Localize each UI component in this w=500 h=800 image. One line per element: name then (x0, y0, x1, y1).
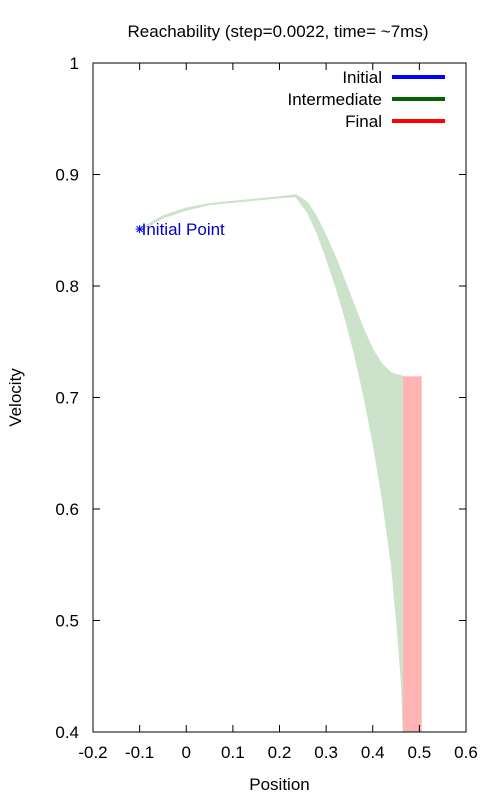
x-tick-label: 0.4 (361, 743, 385, 762)
initial-point-annotation: Initial Point (142, 220, 225, 239)
final-reach-region (403, 376, 422, 732)
x-tick-label: 0.2 (268, 743, 292, 762)
chart-title: Reachability (step=0.0022, time= ~7ms) (128, 22, 429, 41)
x-tick-label: -0.2 (78, 743, 107, 762)
y-tick-label: 0.8 (55, 277, 79, 296)
legend-entry: Intermediate (288, 90, 446, 109)
x-tick-label: 0.3 (314, 743, 338, 762)
x-tick-label: 0.5 (408, 743, 432, 762)
legend-entry: Final (345, 112, 445, 131)
y-tick-label: 0.7 (55, 389, 79, 408)
legend-entry: Initial (342, 68, 445, 87)
x-tick-label: 0 (182, 743, 191, 762)
x-tick-label: -0.1 (125, 743, 154, 762)
y-tick-label: 0.5 (55, 612, 79, 631)
intermediate-reach-region (140, 195, 404, 732)
x-tick-label: 0.1 (221, 743, 245, 762)
y-tick-label: 0.6 (55, 500, 79, 519)
legend-label: Intermediate (288, 90, 383, 109)
y-tick-label: 1 (70, 54, 79, 73)
plot-regions (140, 195, 422, 732)
x-tick-label: 0.6 (454, 743, 478, 762)
y-axis-title: Velocity (6, 368, 25, 427)
plot-annotations: Initial Point (142, 220, 225, 239)
y-tick-label: 0.4 (55, 723, 79, 742)
legend-label: Initial (342, 68, 382, 87)
legend-label: Final (345, 112, 382, 131)
x-axis-title: Position (249, 775, 309, 794)
legend: Initial Intermediate Final (288, 68, 446, 131)
y-tick-label: 0.9 (55, 166, 79, 185)
